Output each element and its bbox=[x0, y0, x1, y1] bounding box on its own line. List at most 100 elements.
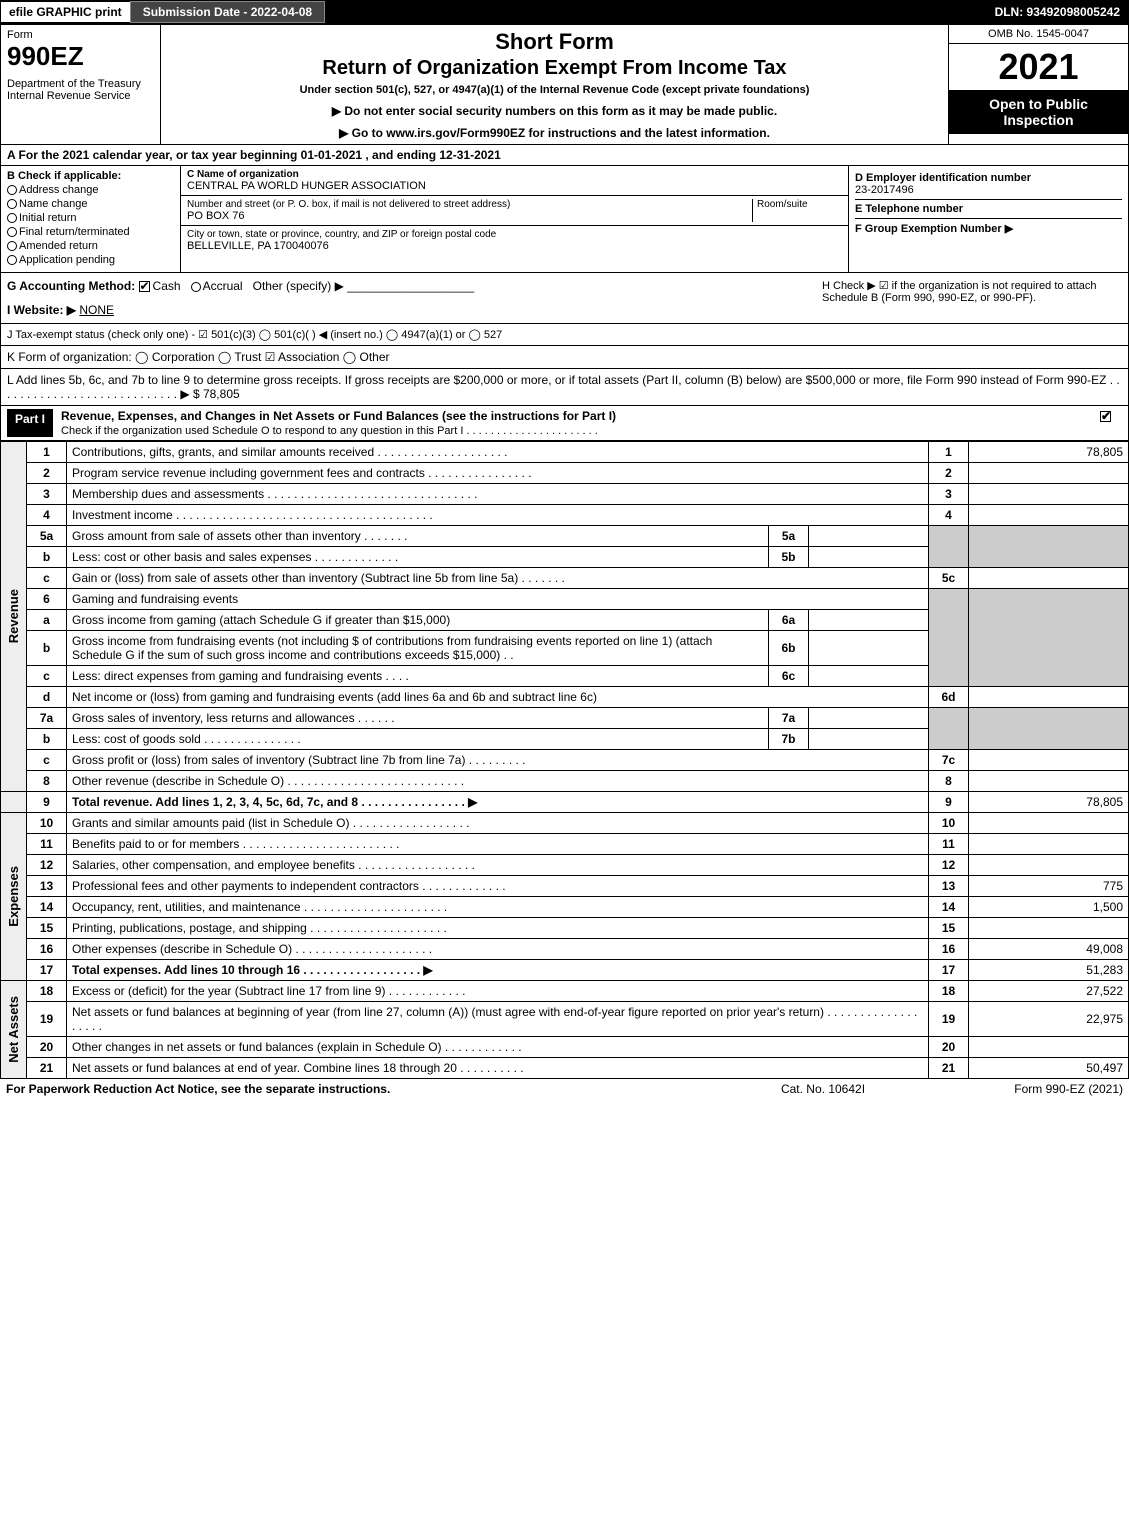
department-label: Department of the Treasury Internal Reve… bbox=[7, 78, 154, 102]
check-address-change[interactable]: Address change bbox=[7, 184, 174, 196]
check-final-return[interactable]: Final return/terminated bbox=[7, 226, 174, 238]
check-initial-return[interactable]: Initial return bbox=[7, 212, 174, 224]
line-1-val: 78,805 bbox=[969, 442, 1129, 463]
part-i-header: Part I Revenue, Expenses, and Changes in… bbox=[0, 406, 1129, 441]
line-6d-desc: Net income or (loss) from gaming and fun… bbox=[67, 687, 929, 708]
line-6-desc: Gaming and fundraising events bbox=[67, 589, 929, 610]
row-j: J Tax-exempt status (check only one) - ☑… bbox=[0, 324, 1129, 346]
short-form-title: Short Form bbox=[167, 29, 942, 55]
line-4-desc: Investment income . . . . . . . . . . . … bbox=[67, 505, 929, 526]
line-19-val: 22,975 bbox=[969, 1002, 1129, 1037]
check-amended[interactable]: Amended return bbox=[7, 240, 174, 252]
line-5b-desc: Less: cost or other basis and sales expe… bbox=[67, 547, 769, 568]
footer-catno: Cat. No. 10642I bbox=[723, 1082, 923, 1096]
check-name-change[interactable]: Name change bbox=[7, 198, 174, 210]
line-8-desc: Other revenue (describe in Schedule O) .… bbox=[67, 771, 929, 792]
box-h: H Check ▶ ☑ if the organization is not r… bbox=[822, 279, 1122, 317]
part-i-schedule-o-check[interactable] bbox=[1100, 411, 1111, 422]
line-11-desc: Benefits paid to or for members . . . . … bbox=[67, 834, 929, 855]
footer-left: For Paperwork Reduction Act Notice, see … bbox=[6, 1082, 723, 1096]
footer-formref: Form 990-EZ (2021) bbox=[923, 1082, 1123, 1096]
form-header: Form 990EZ Department of the Treasury In… bbox=[0, 24, 1129, 145]
expenses-section-label: Expenses bbox=[6, 866, 21, 927]
line-5c-desc: Gain or (loss) from sale of assets other… bbox=[67, 568, 929, 589]
check-pending[interactable]: Application pending bbox=[7, 254, 174, 266]
line-19-desc: Net assets or fund balances at beginning… bbox=[67, 1002, 929, 1037]
under-section: Under section 501(c), 527, or 4947(a)(1)… bbox=[167, 84, 942, 96]
line-9-desc: Total revenue. Add lines 1, 2, 3, 4, 5c,… bbox=[67, 792, 929, 813]
row-l: L Add lines 5b, 6c, and 7b to line 9 to … bbox=[0, 369, 1129, 406]
website-label: I Website: ▶ bbox=[7, 303, 76, 317]
line-6c-desc: Less: direct expenses from gaming and fu… bbox=[67, 666, 769, 687]
line-14-desc: Occupancy, rent, utilities, and maintena… bbox=[67, 897, 929, 918]
submission-date: Submission Date - 2022-04-08 bbox=[130, 1, 325, 23]
info-grid: B Check if applicable: Address change Na… bbox=[0, 166, 1129, 273]
goto-instruction: ▶ Go to www.irs.gov/Form990EZ for instru… bbox=[167, 126, 942, 140]
top-bar: efile GRAPHIC print Submission Date - 20… bbox=[0, 0, 1129, 24]
line-1-num: 1 bbox=[929, 442, 969, 463]
line-7a-desc: Gross sales of inventory, less returns a… bbox=[67, 708, 769, 729]
revenue-section-label: Revenue bbox=[6, 589, 21, 643]
ein-value: 23-2017496 bbox=[855, 184, 1122, 196]
line-13-desc: Professional fees and other payments to … bbox=[67, 876, 929, 897]
accounting-label: G Accounting Method: bbox=[7, 279, 135, 293]
line-7c-desc: Gross profit or (loss) from sales of inv… bbox=[67, 750, 929, 771]
goto-link[interactable]: ▶ Go to www.irs.gov/Form990EZ for instru… bbox=[339, 126, 770, 140]
open-to-public: Open to Public Inspection bbox=[949, 90, 1128, 134]
efile-print-label[interactable]: efile GRAPHIC print bbox=[1, 2, 130, 22]
street-label: Number and street (or P. O. box, if mail… bbox=[187, 199, 752, 210]
form-number: 990EZ bbox=[7, 41, 154, 72]
line-7b-desc: Less: cost of goods sold . . . . . . . .… bbox=[67, 729, 769, 750]
group-exemption-label: F Group Exemption Number ▶ bbox=[855, 222, 1122, 235]
tax-year: 2021 bbox=[949, 44, 1128, 90]
line-16-desc: Other expenses (describe in Schedule O) … bbox=[67, 939, 929, 960]
other-specify: Other (specify) ▶ bbox=[253, 279, 344, 293]
netassets-section-label: Net Assets bbox=[6, 996, 21, 1063]
line-2-val bbox=[969, 463, 1129, 484]
line-17-desc: Total expenses. Add lines 10 through 16 … bbox=[67, 960, 929, 981]
org-name: CENTRAL PA WORLD HUNGER ASSOCIATION bbox=[187, 180, 842, 192]
line-21-desc: Net assets or fund balances at end of ye… bbox=[67, 1058, 929, 1079]
line-14-val: 1,500 bbox=[969, 897, 1129, 918]
check-cash[interactable] bbox=[139, 281, 150, 292]
phone-label: E Telephone number bbox=[855, 203, 1122, 215]
line-18-desc: Excess or (deficit) for the year (Subtra… bbox=[67, 981, 929, 1002]
city-value: BELLEVILLE, PA 170040076 bbox=[187, 240, 842, 252]
line-2-desc: Program service revenue including govern… bbox=[67, 463, 929, 484]
line-17-val: 51,283 bbox=[969, 960, 1129, 981]
row-l-text: L Add lines 5b, 6c, and 7b to line 9 to … bbox=[7, 373, 1120, 401]
line-21-val: 50,497 bbox=[969, 1058, 1129, 1079]
org-name-label: C Name of organization bbox=[187, 169, 842, 180]
return-title: Return of Organization Exempt From Incom… bbox=[167, 57, 942, 80]
line-5a-desc: Gross amount from sale of assets other t… bbox=[67, 526, 769, 547]
ein-label: D Employer identification number bbox=[855, 172, 1122, 184]
part-i-label: Part I bbox=[7, 409, 53, 437]
line-20-desc: Other changes in net assets or fund bala… bbox=[67, 1037, 929, 1058]
check-accrual[interactable] bbox=[191, 282, 201, 292]
line-1-no: 1 bbox=[27, 442, 67, 463]
omb-number: OMB No. 1545-0047 bbox=[949, 25, 1128, 44]
line-16-val: 49,008 bbox=[969, 939, 1129, 960]
box-b-title: B Check if applicable: bbox=[7, 170, 174, 182]
line-13-val: 775 bbox=[969, 876, 1129, 897]
dln-label: DLN: 93492098005242 bbox=[987, 2, 1128, 22]
box-c: C Name of organization CENTRAL PA WORLD … bbox=[181, 166, 848, 272]
row-l-amount: $ 78,805 bbox=[193, 387, 240, 401]
row-a-tax-year: A For the 2021 calendar year, or tax yea… bbox=[0, 145, 1129, 166]
room-label: Room/suite bbox=[757, 199, 842, 210]
row-g-h: G Accounting Method: Cash Accrual Other … bbox=[0, 273, 1129, 324]
line-12-desc: Salaries, other compensation, and employ… bbox=[67, 855, 929, 876]
part-i-check-text: Check if the organization used Schedule … bbox=[61, 425, 598, 437]
line-1-desc: Contributions, gifts, grants, and simila… bbox=[67, 442, 929, 463]
street-value: PO BOX 76 bbox=[187, 210, 752, 222]
row-k: K Form of organization: ◯ Corporation ◯ … bbox=[0, 346, 1129, 369]
box-de: D Employer identification number 23-2017… bbox=[848, 166, 1128, 272]
part-i-table: Revenue 1 Contributions, gifts, grants, … bbox=[0, 441, 1129, 1079]
city-label: City or town, state or province, country… bbox=[187, 229, 842, 240]
form-word: Form bbox=[7, 29, 154, 41]
no-ssn-instruction: ▶ Do not enter social security numbers o… bbox=[167, 104, 942, 118]
line-3-desc: Membership dues and assessments . . . . … bbox=[67, 484, 929, 505]
page-footer: For Paperwork Reduction Act Notice, see … bbox=[0, 1079, 1129, 1099]
line-6b-desc: Gross income from fundraising events (no… bbox=[67, 631, 769, 666]
website-value: NONE bbox=[79, 303, 114, 317]
